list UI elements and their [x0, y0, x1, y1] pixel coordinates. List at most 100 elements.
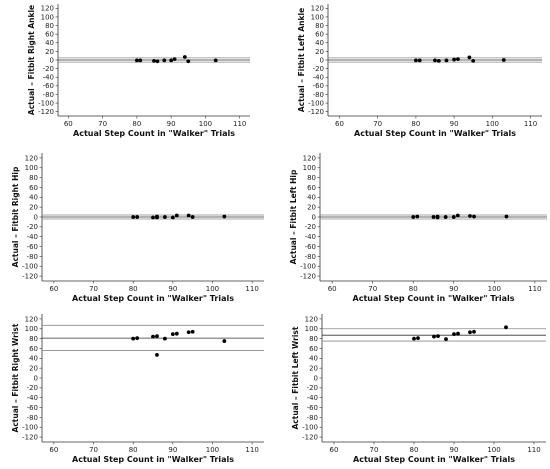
y-tick-label: -80: [307, 414, 318, 422]
y-tick-label: -40: [27, 394, 38, 402]
y-axis-label: Actual – Fitbit Left Hip: [289, 169, 298, 264]
y-tick-label: -80: [27, 253, 38, 261]
data-point: [416, 336, 420, 341]
data-point: [155, 334, 159, 339]
y-tick-label: 100: [311, 13, 324, 21]
data-point: [182, 55, 187, 59]
data-point: [222, 339, 227, 343]
x-tick-label: 110: [528, 285, 541, 293]
y-tick-label: 0: [34, 213, 38, 221]
y-tick-label: 60: [29, 184, 38, 192]
x-tick-label: 80: [129, 285, 138, 293]
y-axis-label: Actual – Fitbit Right Ankle: [27, 5, 36, 115]
x-tick-label: 80: [410, 446, 419, 454]
data-point: [155, 352, 159, 357]
y-tick-label: 100: [25, 164, 38, 172]
y-tick-label: 40: [307, 194, 316, 202]
data-point: [452, 332, 456, 337]
x-tick-label: 90: [450, 120, 459, 128]
y-tick-label: -80: [27, 414, 38, 422]
y-tick-label: -40: [27, 233, 38, 241]
data-point: [413, 58, 418, 63]
y-tick-label: -40: [313, 74, 324, 82]
data-point: [135, 336, 140, 341]
y-tick-label: 60: [315, 31, 324, 39]
y-tick-label: -20: [307, 384, 318, 392]
x-tick-label: 70: [98, 120, 107, 128]
data-point: [155, 215, 159, 220]
x-tick-label: 100: [487, 446, 500, 454]
x-tick-label: 100: [206, 446, 219, 454]
x-tick-label: 70: [373, 120, 382, 128]
y-tick-label: 20: [309, 365, 318, 373]
y-tick-label: -120: [22, 433, 38, 441]
data-point: [174, 331, 179, 336]
x-tick-label: 90: [167, 120, 176, 128]
y-tick-label: -100: [300, 263, 316, 271]
y-tick-label: -80: [305, 253, 316, 261]
y-tick-label: 0: [50, 56, 54, 64]
y-tick-label: -100: [22, 424, 38, 432]
data-point: [504, 325, 508, 330]
y-tick-label: 120: [305, 315, 318, 323]
x-tick-label: 70: [368, 285, 377, 293]
data-point: [433, 58, 437, 63]
x-tick-label: 90: [450, 446, 459, 454]
x-tick-label: 60: [64, 120, 73, 128]
x-tick-label: 60: [330, 446, 339, 454]
data-point: [435, 215, 440, 220]
y-tick-label: -40: [305, 233, 316, 241]
y-tick-label: -60: [313, 82, 324, 90]
y-tick-label: -40: [307, 394, 318, 402]
data-point: [135, 215, 140, 219]
y-tick-label: 80: [45, 22, 54, 30]
x-tick-label: 100: [486, 120, 499, 128]
data-point: [455, 213, 460, 218]
y-tick-label: -100: [22, 263, 38, 271]
data-point: [431, 215, 436, 219]
data-point: [190, 215, 195, 219]
data-point: [443, 215, 448, 219]
data-point: [186, 213, 191, 218]
panel-left-wrist: -120-100 -80 -60 -40 -20 020 40 60 80 100 120 60 70 8…: [291, 314, 546, 464]
data-point: [222, 214, 227, 219]
data-point: [170, 215, 175, 220]
data-point: [131, 215, 136, 219]
y-tick-label: -20: [43, 65, 54, 73]
x-tick-label: 110: [245, 285, 258, 293]
data-point: [172, 57, 177, 62]
data-point: [467, 55, 472, 60]
y-tick-label: 60: [307, 184, 316, 192]
data-point: [444, 58, 449, 63]
data-point: [451, 215, 456, 219]
data-point: [174, 213, 179, 218]
data-point: [452, 57, 457, 62]
y-tick-label: -100: [302, 424, 318, 432]
x-tick-label: 60: [328, 285, 337, 293]
x-tick-label: 70: [370, 446, 379, 454]
panel-right-hip: -120-100 -80 -60 -40 -20 020 40 60 80 100 120 60 70 8…: [11, 153, 264, 303]
y-tick-label: -60: [43, 82, 54, 90]
y-tick-label: -20: [305, 223, 316, 231]
y-tick-label: 100: [305, 325, 318, 333]
y-tick-label: 120: [311, 5, 324, 13]
x-axis-label: Actual Step Count in "Walker" Trials: [72, 455, 234, 464]
data-point: [501, 58, 506, 62]
data-point: [456, 57, 460, 62]
y-tick-label: 60: [309, 345, 318, 353]
y-tick-label: 20: [307, 204, 316, 212]
data-point: [468, 330, 472, 335]
data-point: [162, 58, 167, 63]
x-tick-label: 80: [129, 446, 138, 454]
y-tick-label: 120: [303, 154, 316, 162]
y-tick-label: 40: [45, 39, 54, 47]
x-axis-label: Actual Step Count in "Walker" Trials: [353, 294, 515, 303]
x-tick-label: 110: [527, 446, 540, 454]
data-point: [151, 334, 155, 339]
data-point: [213, 58, 218, 63]
x-tick-label: 110: [233, 120, 246, 128]
data-point: [444, 337, 448, 342]
x-tick-label: 100: [488, 285, 501, 293]
y-tick-label: 20: [45, 48, 54, 56]
y-tick-label: 60: [45, 31, 54, 39]
